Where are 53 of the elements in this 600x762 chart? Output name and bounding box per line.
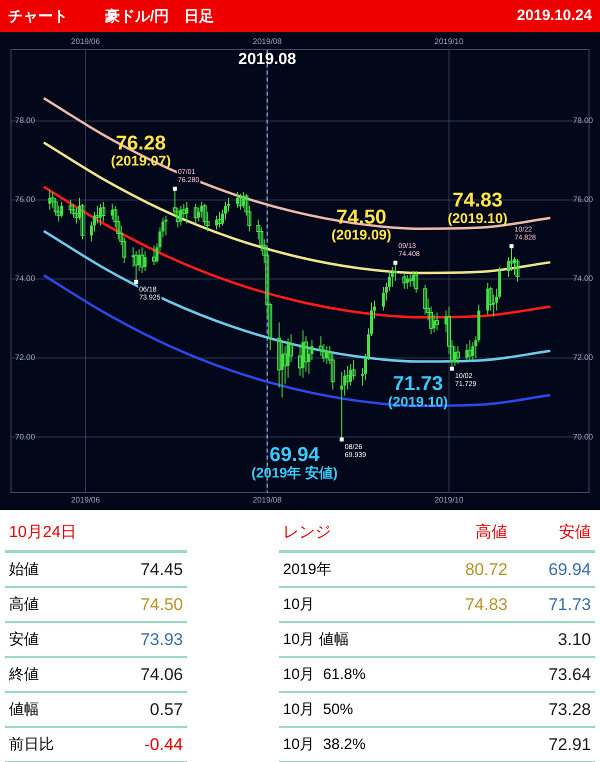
data-label: 71.73 (512, 587, 595, 622)
y-tick-label: 76.00 (15, 195, 36, 204)
category-label: 安値 (5, 622, 114, 657)
category-label: 終値 (5, 657, 114, 692)
data-label: 3.10 (512, 622, 595, 657)
data-label: 73.64 (512, 657, 595, 692)
category-label: 始値 (5, 552, 114, 587)
text: レンジ (279, 514, 428, 552)
chart-subtitle: 豪ドル/円 日足 (105, 7, 214, 26)
data-label: 69.94 (512, 552, 595, 587)
y-tick-label: 74.00 (15, 274, 36, 284)
category-label: 10月 61.8% (279, 657, 428, 692)
category-label: 10月 (279, 587, 428, 622)
category-label: 10月 50% (279, 692, 428, 727)
ref-line-label: 2019.08 (238, 51, 296, 68)
text: 10月24日 (5, 514, 114, 552)
x-tick-label: 2019/10 (434, 495, 464, 504)
category-label: 値幅 (5, 692, 114, 727)
x2-tick-label: 2019/06 (71, 37, 100, 46)
y-tick-label: 70.00 (15, 432, 36, 442)
x-tick-label: 2019/08 (252, 495, 282, 504)
data-label: -0.44 (114, 727, 187, 762)
data-label: 74.45 (114, 552, 187, 587)
data-label: 74.50 (114, 587, 187, 622)
category-label: 前日比 (5, 727, 114, 762)
y-tick-label: 78.00 (15, 116, 36, 125)
data-label: 73.28 (512, 692, 595, 727)
category-label: 10月 38.2% (279, 727, 428, 762)
data-label: 80.72 (428, 552, 512, 587)
x2-tick-label: 2019/10 (434, 37, 464, 46)
y2-tick-label: 70.00 (572, 432, 594, 442)
text: 安値 (512, 514, 595, 552)
annotation: 74.83 (2019.10) (448, 190, 508, 226)
category-label: 高値 (5, 587, 114, 622)
category-label: 2019年 (279, 552, 428, 587)
y-tick-label: 72.00 (15, 353, 36, 362)
data-label: 73.93 (114, 622, 187, 657)
y2-tick-label: 72.00 (572, 353, 594, 362)
chart-title: チャート (8, 7, 68, 26)
y2-tick-label: 74.00 (572, 274, 594, 284)
x2-tick-label: 2019/08 (252, 37, 282, 46)
text: 高値 (428, 514, 512, 552)
y2-tick-label: 78.00 (572, 116, 594, 125)
data-label: 74.83 (428, 587, 512, 622)
x-tick-label: 2019/06 (71, 495, 100, 504)
data-label: 72.91 (512, 727, 595, 762)
category-label: 10月 値幅 (279, 622, 428, 657)
data-label: 74.06 (114, 657, 187, 692)
annotation: 74.50 (2019.09) (331, 206, 392, 243)
y2-tick-label: 76.00 (572, 195, 594, 204)
text: 2019.10.24 (516, 7, 592, 24)
data-label: 0.57 (114, 692, 187, 727)
annotation: 69.94 (2019年 安値) (251, 444, 338, 480)
